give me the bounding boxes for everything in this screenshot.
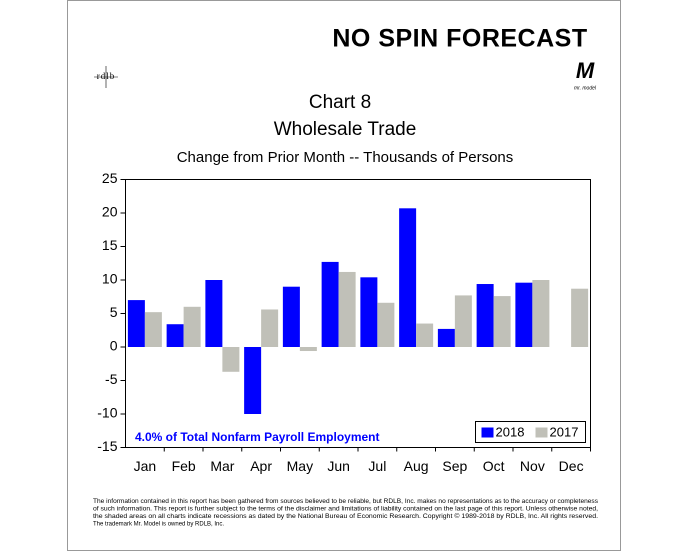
bar: [244, 347, 262, 414]
bar: [144, 312, 162, 347]
x-tick-label: Jul: [368, 458, 386, 474]
x-tick-label: Sep: [442, 458, 467, 474]
bar: [166, 324, 184, 347]
bar: [261, 309, 279, 347]
x-tick-label: Dec: [559, 458, 584, 474]
y-tick-label: -15: [97, 438, 117, 454]
bar: [515, 282, 533, 347]
bar: [205, 280, 223, 347]
x-tick-label: Jun: [327, 458, 350, 474]
bar: [282, 286, 300, 347]
model-mark: M: [576, 58, 595, 83]
bar: [399, 208, 417, 347]
y-tick-label: 15: [102, 237, 118, 253]
bar: [127, 300, 145, 347]
model-name: mr. model: [574, 85, 597, 91]
bar: [222, 347, 240, 372]
legend-box: [475, 421, 586, 443]
bar: [299, 347, 317, 352]
y-tick-label: 0: [110, 338, 118, 354]
bar: [532, 280, 550, 347]
legend-label: 2017: [550, 424, 579, 439]
legend-label: 2018: [496, 424, 525, 439]
annotation: 4.0% of Total Nonfarm Payroll Employment: [135, 430, 380, 444]
brand: NO SPIN FORECAST: [332, 25, 587, 53]
bar: [183, 306, 201, 347]
y-tick-label: -5: [105, 371, 118, 387]
footer-text: The information contained in this report…: [93, 499, 598, 505]
footer-text: The trademark Mr. Model is owned by RDLB…: [93, 522, 224, 528]
bar: [437, 328, 455, 347]
x-tick-label: Nov: [520, 458, 545, 474]
x-tick-label: Jan: [134, 458, 157, 474]
chart-subtitle: Change from Prior Month -- Thousands of …: [177, 149, 514, 166]
bar: [454, 295, 472, 347]
x-tick-label: May: [287, 458, 313, 474]
logo-mark: rdlb: [97, 71, 116, 81]
y-tick-label: 10: [102, 271, 118, 287]
x-tick-label: Oct: [483, 458, 505, 474]
footer-text: of such information. This report is furt…: [93, 507, 598, 513]
x-tick-label: Aug: [404, 458, 429, 474]
y-tick-label: 20: [102, 204, 118, 220]
x-tick-label: Mar: [210, 458, 234, 474]
bar: [360, 277, 378, 347]
y-tick-label: -10: [97, 405, 117, 421]
chart-title: Chart 8: [309, 92, 371, 113]
footer-text: the shaded areas on all charts indicate …: [93, 513, 598, 520]
y-tick-label: 25: [102, 170, 118, 186]
bar: [476, 284, 494, 347]
bar: [416, 323, 434, 347]
legend-swatch: [535, 427, 548, 438]
bar: [377, 302, 395, 347]
x-tick-label: Apr: [250, 458, 272, 474]
bar: [493, 296, 511, 347]
chart-title: Wholesale Trade: [274, 119, 417, 140]
bar: [321, 261, 339, 347]
legend-swatch: [481, 427, 494, 438]
bar: [571, 288, 589, 347]
y-tick-label: 5: [110, 304, 118, 320]
bar: [338, 271, 356, 347]
x-tick-label: Feb: [172, 458, 196, 474]
